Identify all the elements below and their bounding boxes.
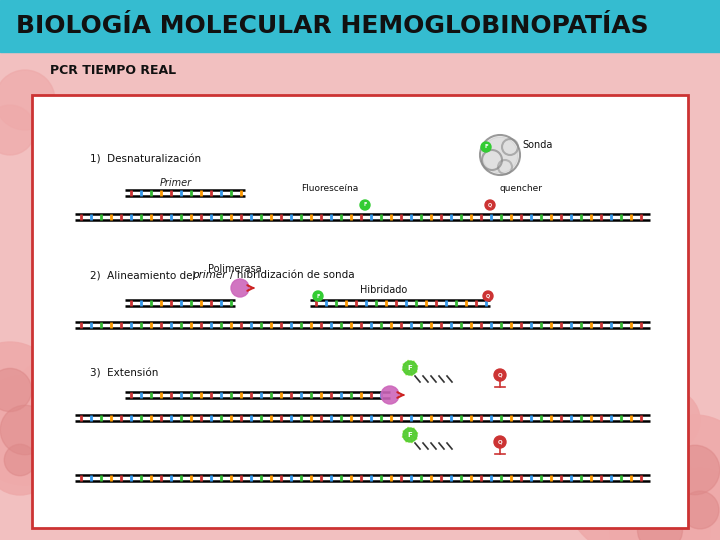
Circle shape — [36, 381, 74, 419]
Circle shape — [657, 407, 683, 434]
Circle shape — [403, 361, 417, 375]
Circle shape — [313, 291, 323, 301]
Circle shape — [381, 386, 399, 404]
Circle shape — [562, 407, 638, 483]
Circle shape — [640, 390, 700, 450]
Circle shape — [13, 358, 97, 442]
Circle shape — [670, 446, 720, 495]
Text: Q: Q — [498, 373, 503, 377]
Circle shape — [494, 369, 506, 381]
Text: 2)  Alineamiento del: 2) Alineamiento del — [90, 270, 199, 280]
Text: primer: primer — [192, 270, 227, 280]
Text: Q: Q — [486, 294, 490, 299]
Circle shape — [485, 200, 495, 210]
Circle shape — [42, 442, 68, 468]
Text: Primer: Primer — [160, 178, 192, 188]
Text: Sonda: Sonda — [522, 140, 552, 150]
Circle shape — [494, 436, 506, 448]
Text: / hibridización de sonda: / hibridización de sonda — [230, 270, 355, 280]
Circle shape — [600, 461, 660, 519]
Circle shape — [27, 427, 83, 483]
Circle shape — [640, 415, 720, 525]
Circle shape — [0, 342, 58, 438]
Text: BIOLOGÍA MOLECULAR HEMOGLOBINOPATÍAS: BIOLOGÍA MOLECULAR HEMOGLOBINOPATÍAS — [16, 14, 649, 38]
Circle shape — [0, 70, 55, 130]
Circle shape — [0, 375, 80, 485]
Circle shape — [637, 508, 683, 540]
Circle shape — [231, 279, 249, 297]
Text: F: F — [408, 365, 413, 371]
Text: Q: Q — [498, 440, 503, 444]
Circle shape — [681, 491, 719, 529]
Circle shape — [360, 200, 370, 210]
Text: F: F — [408, 432, 413, 438]
Bar — [0, 0, 720, 52]
Text: 1)  Desnaturalización: 1) Desnaturalización — [90, 155, 201, 165]
Circle shape — [0, 368, 32, 411]
Text: Hibridado: Hibridado — [360, 285, 408, 295]
Circle shape — [610, 480, 710, 540]
Text: F: F — [484, 145, 488, 150]
Text: 3)  Extensión: 3) Extensión — [90, 368, 158, 378]
Text: Q: Q — [488, 202, 492, 207]
Circle shape — [0, 105, 35, 155]
Text: Fluoresceína: Fluoresceína — [302, 184, 359, 193]
Text: F: F — [316, 294, 320, 299]
Circle shape — [0, 425, 55, 495]
Text: F: F — [364, 202, 366, 207]
Circle shape — [583, 428, 617, 462]
Circle shape — [658, 468, 720, 540]
Text: Polimerasa: Polimerasa — [208, 264, 262, 274]
Circle shape — [482, 137, 518, 173]
Circle shape — [565, 425, 695, 540]
Circle shape — [0, 405, 50, 455]
Circle shape — [403, 428, 417, 442]
FancyBboxPatch shape — [32, 95, 688, 528]
Circle shape — [4, 444, 36, 476]
Text: PCR TIEMPO REAL: PCR TIEMPO REAL — [50, 64, 176, 77]
Circle shape — [481, 142, 491, 152]
Circle shape — [483, 291, 493, 301]
Text: quencher: quencher — [500, 184, 543, 193]
